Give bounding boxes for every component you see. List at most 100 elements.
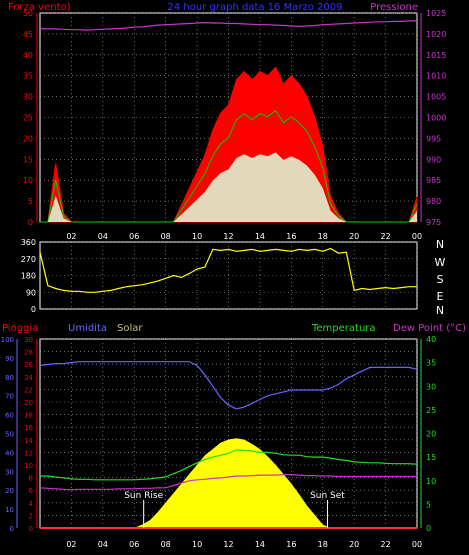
- wind-tick-label: 40: [23, 51, 33, 60]
- pressure-tick-label: 990: [426, 155, 441, 164]
- compass-label: N: [436, 304, 444, 317]
- hour-label-bottom: 22: [380, 540, 390, 549]
- hour-label-top: 20: [349, 232, 359, 241]
- wind-direction-line: [39, 247, 417, 293]
- hour-label-top: 04: [98, 232, 108, 241]
- rain-tick-label: 28: [24, 349, 33, 357]
- pressure-tick-label: 975: [426, 218, 441, 227]
- temperature-line: [40, 449, 418, 481]
- direction-tick-label: 0: [31, 305, 36, 314]
- wind-tick-label: 45: [23, 30, 33, 39]
- hour-label-bottom: 10: [192, 540, 202, 549]
- pressure-tick-label: 985: [426, 176, 441, 185]
- pressure-tick-label: 1020: [426, 30, 446, 39]
- temp-tick-label: 30: [426, 382, 436, 391]
- pressure-line: [39, 20, 417, 31]
- humidity-tick-label: 70: [5, 393, 14, 401]
- rain-tick-label: 22: [24, 386, 33, 394]
- axis-layer: 0202040406060808101012121414161618182020…: [1, 9, 447, 549]
- temp-tick-label: 0: [426, 524, 431, 533]
- hour-label-bottom: 16: [286, 540, 296, 549]
- wind-tick-label: 50: [23, 9, 33, 18]
- dewpoint-line: [39, 474, 417, 491]
- hour-label-bottom: 18: [318, 540, 328, 549]
- rain-tick-label: 2: [29, 512, 33, 520]
- wind-tick-label: 20: [23, 134, 33, 143]
- direction-tick-label: 90: [26, 288, 36, 297]
- hour-label-top: 00: [412, 232, 422, 241]
- rain-tick-label: 20: [24, 399, 33, 407]
- chart-title: 24 hour graph data 16 Marzo 2009: [168, 2, 343, 13]
- humidity-tick-label: 90: [5, 355, 14, 363]
- pressure-axis-title: Pressione: [370, 2, 418, 13]
- humidity-tick-label: 40: [5, 449, 14, 457]
- pressure-tick-label: 995: [426, 134, 441, 143]
- direction-tick-label: 270: [21, 255, 36, 264]
- rain-tick-label: 30: [24, 336, 33, 344]
- rain-tick-label: 4: [29, 500, 34, 508]
- rain-tick-label: 10: [24, 462, 33, 470]
- rain-tick-label: 16: [24, 424, 33, 432]
- humidity-tick-label: 0: [10, 525, 14, 533]
- temp-tick-label: 15: [426, 453, 436, 462]
- series-layer: [39, 20, 418, 529]
- humidity-line: [39, 361, 418, 410]
- dewpoint-axis-title: Dew Point (°C): [393, 323, 466, 334]
- humidity-tick-label: 80: [5, 374, 14, 382]
- temperature-axis-title: Temperatura: [311, 323, 376, 334]
- humidity-tick-label: 50: [5, 431, 14, 439]
- pressure-tick-label: 1000: [426, 114, 446, 123]
- hour-label-top: 14: [255, 232, 265, 241]
- rain-tick-label: 12: [24, 449, 33, 457]
- temp-tick-label: 35: [426, 359, 436, 368]
- hour-label-top: 08: [161, 232, 171, 241]
- pressure-tick-label: 980: [426, 197, 441, 206]
- humidity-tick-label: 60: [5, 412, 14, 420]
- hour-label-bottom: 06: [129, 540, 139, 549]
- temp-tick-label: 10: [426, 477, 436, 486]
- direction-tick-label: 180: [21, 272, 36, 281]
- wind-tick-label: 5: [28, 197, 33, 206]
- hour-label-top: 06: [129, 232, 139, 241]
- wind-tick-label: 0: [28, 218, 33, 227]
- hour-label-bottom: 00: [412, 540, 422, 549]
- wind-tick-label: 30: [23, 93, 33, 102]
- rain-tick-label: 18: [24, 412, 33, 420]
- hour-label-bottom: 08: [161, 540, 171, 549]
- hour-label-bottom: 20: [349, 540, 359, 549]
- rain-tick-label: 26: [24, 361, 33, 369]
- hour-label-bottom: 04: [98, 540, 108, 549]
- wind-tick-label: 35: [23, 72, 33, 81]
- humidity-tick-label: 100: [1, 336, 14, 344]
- rain-tick-label: 8: [29, 475, 33, 483]
- pressure-tick-label: 1025: [426, 9, 446, 18]
- rain-tick-label: 0: [29, 525, 33, 533]
- humidity-tick-label: 20: [5, 487, 14, 495]
- temp-tick-label: 40: [426, 335, 436, 344]
- wind-tick-label: 10: [23, 176, 33, 185]
- hour-label-bottom: 02: [66, 540, 76, 549]
- rain-tick-label: 6: [29, 487, 34, 495]
- humidity-tick-label: 10: [5, 506, 14, 514]
- wind-lull-area: [40, 152, 417, 222]
- wind-tick-label: 15: [23, 155, 33, 164]
- humidity-tick-label: 30: [5, 468, 14, 476]
- compass-label: E: [437, 290, 444, 303]
- sunset-label: Sun Set: [310, 491, 345, 501]
- pressure-tick-label: 1005: [426, 93, 446, 102]
- temp-tick-label: 20: [426, 430, 436, 439]
- sunrise-label: Sun Rise: [124, 491, 163, 501]
- hour-label-bottom: 12: [223, 540, 233, 549]
- rain-tick-label: 24: [24, 374, 33, 382]
- rain-axis-title: Pioggia: [2, 323, 38, 334]
- rain-tick-label: 14: [24, 437, 33, 445]
- hour-label-top: 22: [380, 232, 390, 241]
- compass-label: W: [435, 256, 446, 269]
- temp-tick-label: 25: [426, 406, 436, 415]
- temp-tick-label: 5: [426, 500, 431, 509]
- wind-axis-title: Forza vento): [8, 2, 71, 13]
- compass-label: S: [437, 273, 444, 286]
- compass-label: N: [436, 238, 444, 251]
- hour-label-top: 10: [192, 232, 202, 241]
